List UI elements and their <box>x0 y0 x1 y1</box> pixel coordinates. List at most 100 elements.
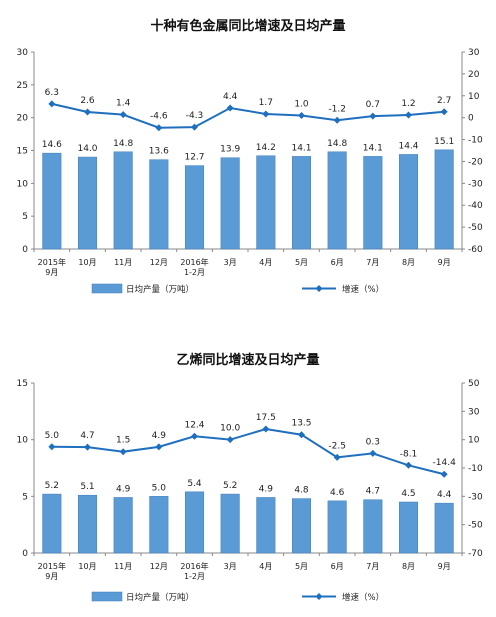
x-tick-label: 11月 <box>114 562 132 571</box>
bar-value-label: 5.4 <box>187 479 202 489</box>
right-tick-label: 30 <box>468 407 480 417</box>
bar-value-label: 14.4 <box>398 141 418 151</box>
line-point <box>262 425 270 433</box>
line-value-label: 2.6 <box>80 96 95 106</box>
bar <box>256 497 276 554</box>
growth-line <box>51 428 445 476</box>
line-point <box>226 104 234 112</box>
bar <box>77 156 98 250</box>
x-tick-label: 7月 <box>366 562 379 571</box>
chart-title: 乙烯同比增速及日均产量 <box>176 352 319 368</box>
line-value-label: 1.4 <box>116 99 131 109</box>
x-tick-label: 7月 <box>366 258 379 267</box>
right-tick-label: -30 <box>468 179 483 189</box>
x-tick-label: 8月 <box>402 562 415 571</box>
x-tick-label: 2016年 <box>180 257 208 267</box>
bar <box>42 493 62 554</box>
bar <box>327 500 347 554</box>
line-value-label: 1.2 <box>401 99 415 109</box>
bar <box>256 155 276 250</box>
x-tick-label: 5月 <box>295 562 308 571</box>
right-tick-label: 10 <box>468 92 480 102</box>
line-value-label: -1.2 <box>328 104 346 114</box>
line-point <box>405 461 412 469</box>
bar-value-label: 4.8 <box>294 486 309 496</box>
line-point <box>440 470 448 478</box>
line-value-label: 10.0 <box>220 424 240 434</box>
x-tick-label: 8月 <box>402 258 415 267</box>
x-tick-label: 10月 <box>78 562 96 571</box>
bar-value-label: 4.9 <box>259 484 274 494</box>
line-value-label: 13.5 <box>291 419 311 429</box>
legend-bar-swatch <box>91 591 123 602</box>
legend-line-label: 增速（%） <box>342 284 384 295</box>
bar-value-label: 4.7 <box>366 487 380 497</box>
line-value-label: -4.3 <box>186 111 204 121</box>
left-tick-label: 10 <box>17 179 29 189</box>
line-point <box>155 443 163 451</box>
x-tick-label: 4月 <box>259 562 272 571</box>
bar-value-label: 14.6 <box>42 140 62 150</box>
left-tick-label: 30 <box>17 48 29 58</box>
legend-line-label: 增速（%） <box>342 592 384 603</box>
line-value-label: 4.7 <box>80 431 94 441</box>
line-point <box>191 432 198 440</box>
right-tick-label: 0 <box>468 114 474 124</box>
bar <box>77 494 98 554</box>
bar-value-label: 5.0 <box>152 483 167 493</box>
chart-2: 乙烯同比增速及日均产量 0 5 10 15 -70 -50 -30 -10 10 30 50 2015年… <box>17 352 483 603</box>
line-point <box>369 112 377 120</box>
left-tick-label: 15 <box>17 379 28 389</box>
bar <box>184 491 205 554</box>
bar-value-label: 13.9 <box>220 145 240 155</box>
left-tick-label: 25 <box>17 81 28 91</box>
bar <box>398 501 419 554</box>
bar-value-label: 14.8 <box>327 139 347 149</box>
line-point <box>84 108 91 116</box>
left-tick-label: 20 <box>17 114 29 124</box>
bar-value-label: 13.6 <box>149 147 169 157</box>
line-value-label: 2.7 <box>437 96 451 106</box>
line-value-label: -2.5 <box>328 441 346 451</box>
x-tick-label: 9月 <box>45 572 58 581</box>
bar-value-label: 14.8 <box>113 139 133 149</box>
line-value-label: 0.7 <box>366 100 380 110</box>
left-tick-label: 10 <box>17 436 29 446</box>
x-tick-label: 9月 <box>438 562 451 571</box>
legend-bar-swatch <box>91 283 123 294</box>
x-tick-label: 3月 <box>224 562 237 571</box>
line-point <box>155 124 163 132</box>
right-tick-label: -60 <box>468 245 483 255</box>
line-value-label: 1.7 <box>259 98 273 108</box>
bar <box>398 154 419 250</box>
x-tick-label: 11月 <box>114 258 132 267</box>
bar-value-label: 4.9 <box>116 484 131 494</box>
right-tick-label: 20 <box>468 70 480 80</box>
right-tick-label: -40 <box>468 201 483 211</box>
x-tick-label: 12月 <box>150 258 168 267</box>
x-tick-label: 2015年 <box>38 561 66 571</box>
bar <box>363 499 383 554</box>
right-tick-label: 30 <box>468 48 480 58</box>
right-tick-label: -10 <box>468 464 483 474</box>
line-point <box>333 116 341 124</box>
bar <box>434 149 454 250</box>
bar <box>291 498 312 554</box>
bar <box>291 156 312 250</box>
legend: 日均产量（万吨） 增速（%） <box>91 591 384 603</box>
legend-line-marker <box>315 285 323 292</box>
x-tick-label: 5月 <box>295 258 308 267</box>
x-tick-label: 1-2月 <box>184 572 205 581</box>
line-value-label: -14.4 <box>433 458 457 468</box>
bar <box>220 493 240 554</box>
bar-value-label: 15.1 <box>434 137 454 147</box>
right-tick-label: -70 <box>468 549 483 559</box>
x-tick-label: 9月 <box>438 258 451 267</box>
x-tick-label: 12月 <box>150 562 168 571</box>
x-tick-label: 3月 <box>224 258 237 267</box>
line-point <box>440 108 448 116</box>
line-point <box>191 123 198 131</box>
legend-bar-label: 日均产量（万吨） <box>126 592 194 603</box>
line-point <box>369 449 377 457</box>
